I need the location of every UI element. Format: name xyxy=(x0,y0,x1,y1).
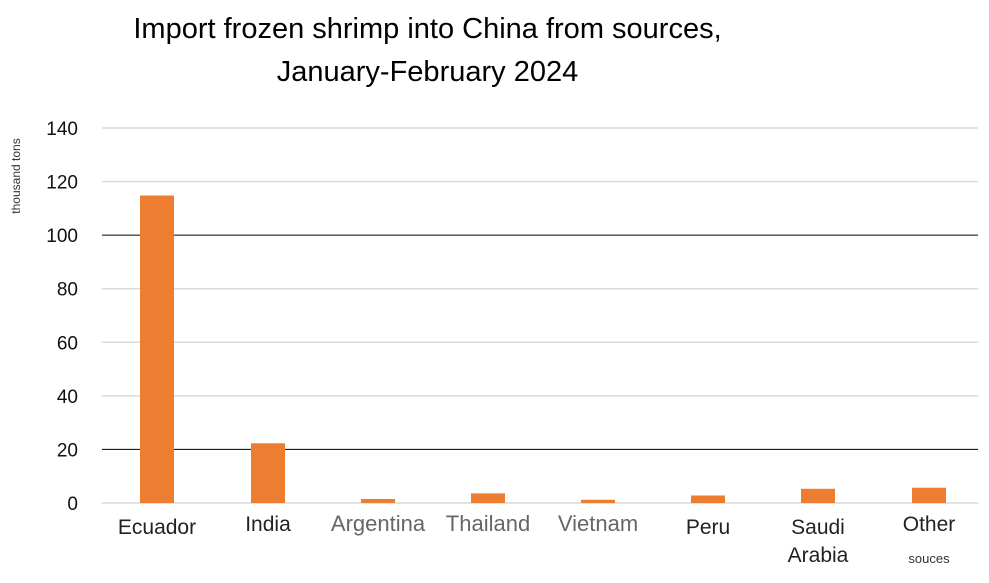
bar-ecuador xyxy=(140,195,174,503)
x-category-label: Other xyxy=(903,513,956,536)
x-category-label: Vietnam xyxy=(558,511,638,536)
y-tick-label: 100 xyxy=(46,226,78,247)
bar-vietnam xyxy=(581,499,615,503)
chart-title: Import frozen shrimp into China from sou… xyxy=(0,8,855,94)
y-tick-label: 40 xyxy=(57,387,78,408)
chart-title-line-1: Import frozen shrimp into China from sou… xyxy=(133,13,722,45)
x-category-label: Ecuador xyxy=(118,516,196,539)
x-category-label: Argentina xyxy=(331,511,426,536)
bar-india xyxy=(251,443,285,503)
x-category-label: India xyxy=(245,513,291,536)
y-axis-ticks: 0 20 40 60 80 100 120 140 xyxy=(46,119,78,515)
x-category-label: Arabia xyxy=(788,544,849,567)
chart-title-line-2: January-February 2024 xyxy=(276,56,579,88)
x-axis-categories: Ecuador India Argentina Thailand Vietnam Peru… xyxy=(118,511,955,567)
y-tick-label: 80 xyxy=(57,280,78,301)
x-category-label: Saudi xyxy=(791,516,845,539)
bar-saudi-arabia xyxy=(801,488,835,503)
y-tick-label: 120 xyxy=(46,173,78,194)
bar-other-souces xyxy=(912,487,946,503)
y-tick-label: 60 xyxy=(57,333,78,354)
bar-thailand xyxy=(471,493,505,503)
bar-argentina xyxy=(361,498,395,503)
x-category-label: souces xyxy=(908,551,950,566)
y-tick-label: 0 xyxy=(67,494,78,515)
x-category-label: Thailand xyxy=(446,511,530,536)
bars xyxy=(140,195,946,503)
bar-peru xyxy=(691,495,725,503)
y-tick-label: 140 xyxy=(46,119,78,140)
gridlines xyxy=(102,127,978,504)
y-tick-label: 20 xyxy=(57,440,78,461)
x-category-label: Peru xyxy=(686,516,730,539)
